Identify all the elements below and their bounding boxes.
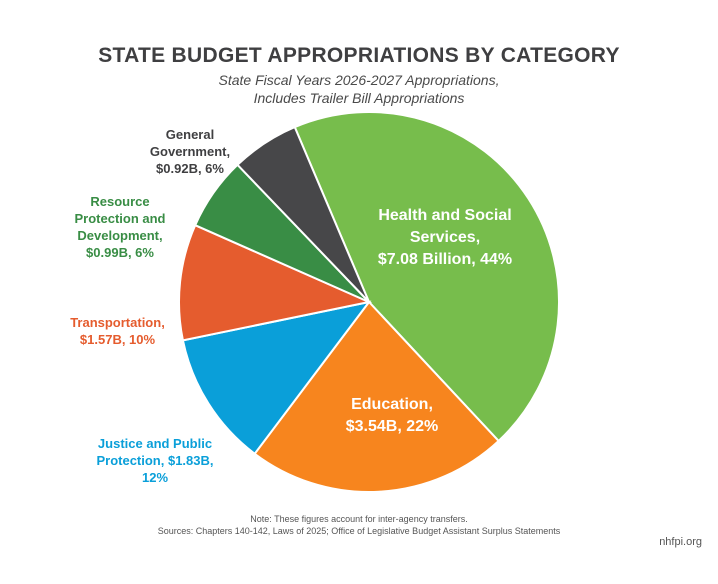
slice-label-health-social-services: Health and Social Services, $7.08 Billion,… <box>345 205 545 271</box>
slice-label-line: Resource <box>90 194 150 209</box>
pie-slice-health-and-social-services <box>293 111 561 443</box>
slice-label-line: Development, <box>77 228 163 243</box>
chart-subtitle-line-1: State Fiscal Years 2026-2027 Appropriati… <box>218 72 500 88</box>
slice-label-line: Services, <box>409 229 481 246</box>
slice-label-general-government: General Government, $0.92B, 6% <box>135 126 245 177</box>
slice-label-line: $0.92B, 6% <box>156 161 224 176</box>
slice-label-transportation: Transportation, $1.57B, 10% <box>55 314 180 348</box>
slice-label-line: Transportation, <box>70 315 165 330</box>
slice-label-line: General <box>165 127 215 142</box>
slice-label-resource-protection: Resource Protection and Development, $0.99B… <box>60 193 180 261</box>
slice-label-line: Justice and Public <box>97 436 213 451</box>
slice-label-justice-public-protection: Justice and Public Protection, $1.83B, 12% <box>80 435 230 486</box>
slice-label-line: $0.99B, 6% <box>86 245 154 260</box>
slice-label-line: $3.54B, 22% <box>345 418 439 435</box>
slice-label-line: Protection, $1.83B, <box>96 453 214 468</box>
slice-label-line: Protection and <box>74 211 166 226</box>
slice-label-line: $7.08 Billion, 44% <box>377 251 513 268</box>
slice-label-line: Health and Social <box>378 207 512 224</box>
pie-slice-general-government <box>236 125 370 303</box>
pie-slice-justice-and-public-protection <box>181 300 372 456</box>
slice-label-line: Education, <box>351 396 433 413</box>
slice-label-line: $1.57B, 10% <box>79 332 156 347</box>
pie-slice-transportation <box>178 223 373 342</box>
chart-title: STATE BUDGET APPROPRIATIONS BY CATEGORY <box>98 44 620 67</box>
note-text: Note: These figures account for inter-ag… <box>250 514 468 524</box>
chart-subtitle-line-2: Includes Trailer Bill Appropriations <box>253 90 465 106</box>
slice-label-line: 12% <box>141 470 169 485</box>
brand-link[interactable]: nhfpi.org <box>659 536 702 548</box>
slice-label-education: Education, $3.54B, 22% <box>322 394 462 438</box>
sources-text: Sources: Chapters 140-142, Laws of 2025;… <box>157 526 561 536</box>
pie-slice-education <box>253 300 500 493</box>
slice-label-line: Government, <box>149 144 231 159</box>
